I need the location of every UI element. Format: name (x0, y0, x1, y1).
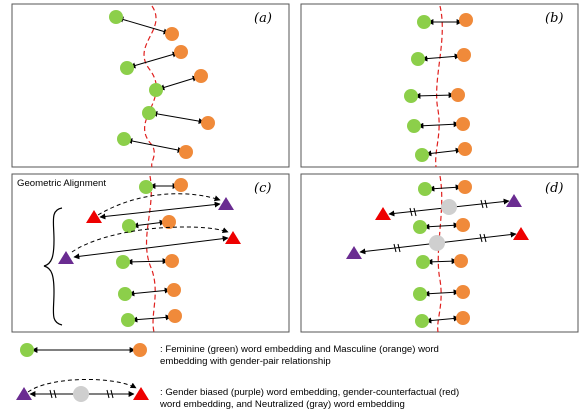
counterfactual-triangle (375, 207, 391, 220)
feminine-node (418, 182, 432, 196)
biased-triangle (58, 251, 74, 264)
masculine-node (162, 215, 176, 229)
panel-c-label: (c) (254, 181, 271, 196)
feminine-node (121, 313, 135, 327)
masculine-node (165, 254, 179, 268)
panel-d-frame (300, 173, 579, 333)
masculine-node (194, 69, 208, 83)
feminine-node (122, 219, 136, 233)
panel-b-label: (b) (545, 11, 563, 26)
biased-triangle (16, 387, 32, 400)
feminine-node (120, 61, 134, 75)
masculine-node (457, 48, 471, 62)
panel-c-frame (11, 173, 290, 333)
legend-pair: : Feminine (green) word embedding and Ma… (20, 343, 439, 367)
masculine-node (174, 178, 188, 192)
boundary-curve-b (435, 5, 443, 168)
legend-triangle-text-2: word embedding, and Neutralized (gray) w… (159, 399, 405, 410)
panel-c-pairs (58, 178, 241, 327)
feminine-node (118, 287, 132, 301)
masculine-node (201, 116, 215, 130)
feminine-node (415, 314, 429, 328)
feminine-node (117, 132, 131, 146)
masculine-node (451, 88, 465, 102)
feminine-node (20, 343, 34, 357)
counterfactual-triangle (513, 227, 529, 240)
masculine-node (133, 343, 147, 357)
panel-b-pairs (404, 13, 473, 162)
feminine-node (404, 89, 418, 103)
neutral-node (73, 386, 89, 402)
feminine-node (416, 255, 430, 269)
biased-triangle (506, 194, 522, 207)
masculine-node (456, 285, 470, 299)
feminine-node (417, 15, 431, 29)
feminine-node (413, 287, 427, 301)
feminine-node (413, 220, 427, 234)
panel-d-pairs (346, 180, 529, 328)
masculine-node (454, 254, 468, 268)
masculine-node (456, 218, 470, 232)
feminine-node (139, 180, 153, 194)
feminine-node (407, 119, 421, 133)
boundary-curve-c (145, 175, 156, 333)
neutral-node (441, 199, 457, 215)
legend-pair-text-1: : Feminine (green) word embedding and Ma… (160, 344, 439, 355)
masculine-node (179, 145, 193, 159)
masculine-node (167, 283, 181, 297)
panel-a-pairs (109, 10, 215, 159)
counterfactual-triangle (86, 210, 102, 223)
feminine-node (415, 148, 429, 162)
masculine-node (459, 13, 473, 27)
legend-pair-text-2: embedding with gender-pair relationship (160, 356, 331, 367)
geometric-alignment-title: Geometric Alignment (17, 178, 106, 189)
masculine-node (456, 117, 470, 131)
panel-a-frame (11, 3, 290, 168)
masculine-node (458, 180, 472, 194)
masculine-node (174, 45, 188, 59)
biased-triangle (218, 197, 234, 210)
feminine-node (411, 52, 425, 66)
counterfactual-triangle (133, 387, 149, 400)
feminine-node (116, 255, 130, 269)
panel-d-label: (d) (545, 181, 563, 196)
masculine-node (168, 309, 182, 323)
panel-b-frame (300, 3, 579, 168)
masculine-node (456, 311, 470, 325)
panel-a-label: (a) (254, 11, 272, 26)
masculine-node (165, 27, 179, 41)
feminine-node (149, 83, 163, 97)
neutral-node (429, 235, 445, 251)
boundary-curve-d (437, 175, 443, 333)
feminine-node (142, 106, 156, 120)
feminine-node (109, 10, 123, 24)
legend-triangle-text-1: : Gender biased (purple) word embedding,… (160, 387, 459, 398)
boundary-curve-a (143, 5, 157, 168)
legend-triangle: : Gender biased (purple) word embedding,… (16, 378, 459, 410)
masculine-node (458, 142, 472, 156)
counterfactual-triangle (225, 231, 241, 244)
curly-brace (43, 207, 63, 326)
biased-triangle (346, 246, 362, 259)
